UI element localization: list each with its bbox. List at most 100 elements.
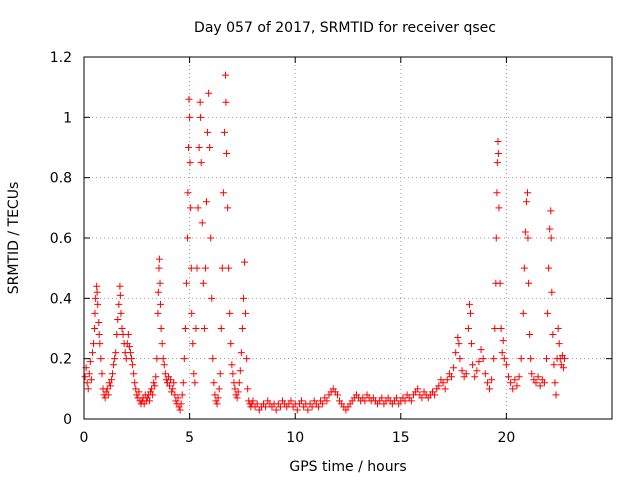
- data-point: [441, 385, 449, 393]
- data-point: [550, 361, 558, 369]
- data-point: [488, 376, 496, 384]
- data-point: [195, 144, 203, 151]
- data-point: [116, 282, 124, 290]
- data-point: [298, 397, 306, 405]
- data-point: [113, 331, 121, 339]
- data-point: [114, 315, 122, 323]
- data-point: [168, 388, 176, 396]
- data-point: [222, 98, 230, 106]
- data-point: [187, 204, 195, 212]
- data-point: [115, 300, 123, 308]
- x-tick-label: 20: [497, 430, 515, 446]
- data-point: [107, 376, 115, 384]
- data-point: [287, 397, 295, 405]
- data-point: [124, 331, 132, 339]
- data-point: [491, 325, 499, 332]
- data-point: [233, 394, 241, 402]
- data-point: [176, 406, 184, 414]
- data-point: [186, 113, 194, 121]
- data-point: [167, 376, 175, 384]
- data-point: [304, 406, 312, 414]
- data-point: [156, 279, 164, 287]
- data-point: [207, 234, 215, 242]
- data-point: [111, 355, 119, 363]
- data-point: [126, 349, 134, 357]
- data-point: [490, 355, 498, 363]
- data-point: [507, 379, 515, 387]
- data-point: [238, 325, 246, 332]
- data-point: [219, 189, 227, 197]
- data-point: [179, 379, 187, 387]
- data-point: [193, 264, 201, 272]
- data-point: [493, 159, 501, 167]
- y-axis: 0 0.2 0.4 0.6 0.8 1 1.2: [50, 50, 612, 428]
- data-point: [93, 288, 101, 296]
- data-point: [473, 367, 481, 375]
- data-point: [158, 340, 166, 348]
- data-point: [505, 373, 513, 381]
- data-point: [293, 406, 301, 414]
- x-axis-label: GPS time / hours: [289, 459, 406, 475]
- data-point: [431, 391, 439, 399]
- y-tick-label: 1: [63, 110, 72, 126]
- data-point: [181, 325, 189, 332]
- data-point: [83, 379, 91, 387]
- data-point: [452, 349, 460, 357]
- data-point: [153, 355, 161, 363]
- data-point: [549, 331, 557, 339]
- data-point: [466, 309, 474, 317]
- data-point: [243, 355, 251, 363]
- data-point: [125, 343, 133, 351]
- data-point: [200, 325, 208, 332]
- grid-lines: [84, 57, 612, 419]
- data-point: [225, 264, 233, 272]
- data-point: [129, 361, 137, 369]
- data-point: [456, 355, 464, 363]
- data-point: [239, 294, 247, 302]
- data-point: [97, 355, 105, 363]
- data-point: [450, 364, 458, 372]
- data-point: [458, 367, 466, 375]
- data-point: [308, 403, 316, 411]
- data-point: [85, 370, 93, 378]
- data-point: [216, 370, 224, 378]
- data-point: [272, 406, 280, 414]
- data-point: [215, 385, 223, 393]
- data-point: [236, 367, 244, 375]
- data-point: [534, 373, 542, 381]
- data-point: [151, 382, 159, 390]
- data-point: [199, 279, 207, 287]
- data-point: [560, 355, 568, 363]
- data-point: [494, 137, 502, 145]
- data-point: [547, 207, 555, 215]
- data-point: [468, 340, 476, 348]
- data-point: [190, 370, 198, 378]
- data-point: [214, 394, 222, 402]
- data-point: [524, 234, 532, 242]
- data-point: [447, 373, 455, 381]
- data-point: [191, 379, 199, 387]
- data-point: [88, 349, 96, 357]
- data-point: [171, 391, 179, 399]
- data-point: [169, 385, 177, 393]
- x-tick-label: 15: [392, 430, 410, 446]
- data-point: [156, 300, 164, 308]
- data-point: [241, 258, 249, 266]
- data-point: [393, 394, 401, 402]
- data-point: [222, 71, 230, 79]
- data-point: [559, 364, 567, 372]
- data-point: [234, 388, 242, 396]
- data-point: [486, 385, 494, 393]
- data-point: [182, 279, 190, 287]
- data-point: [150, 379, 158, 387]
- data-point: [242, 309, 250, 317]
- data-point: [160, 361, 168, 369]
- data-point: [500, 355, 508, 363]
- data-point: [155, 264, 163, 272]
- data-point: [189, 340, 197, 348]
- data-point: [493, 189, 501, 197]
- data-point: [109, 370, 117, 378]
- data-point: [244, 385, 252, 393]
- data-point: [544, 309, 552, 317]
